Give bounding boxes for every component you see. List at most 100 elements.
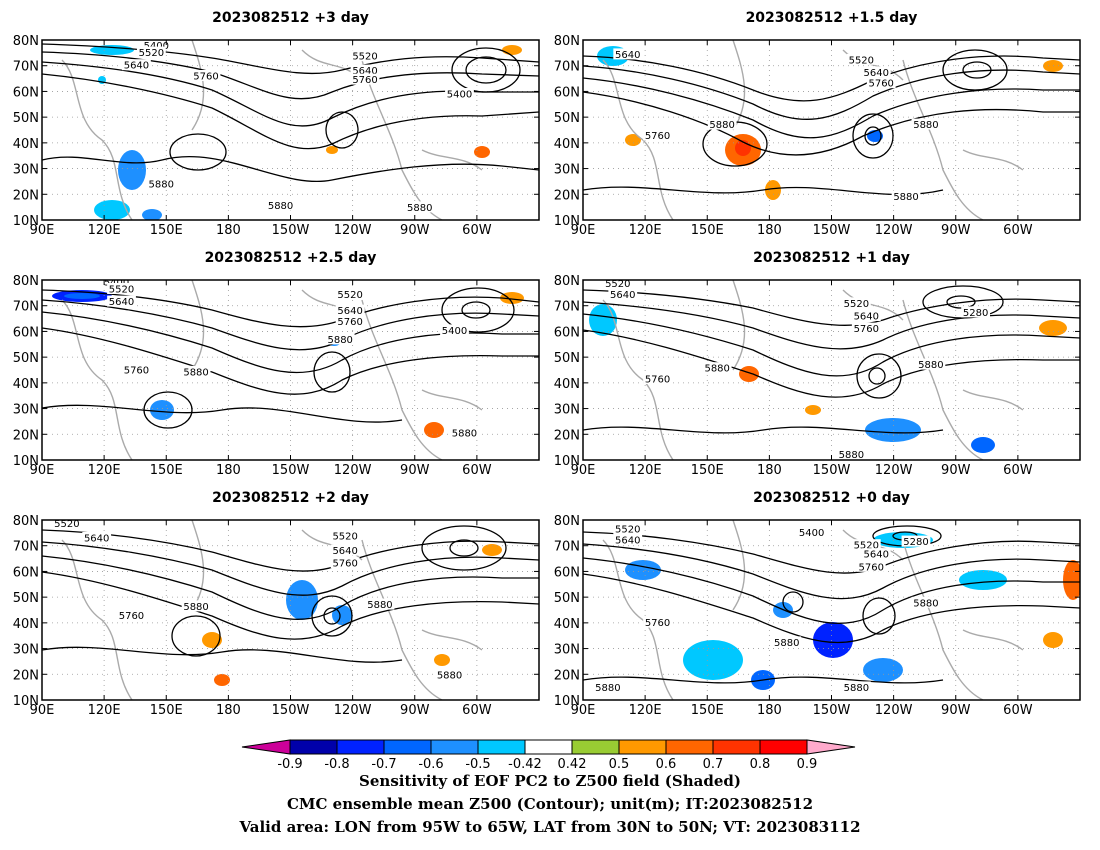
contour-label-bg [330, 557, 360, 569]
contour-label-bg [450, 427, 479, 438]
lat-label: 80N [13, 514, 39, 529]
lat-label: 10N [13, 214, 39, 229]
contour-label: 5640 [864, 68, 889, 79]
panel-title: 2023082512 +3 day [212, 10, 369, 26]
lon-label: 120E [88, 463, 121, 478]
lon-label: 90E [571, 223, 596, 238]
z500-contour [323, 607, 341, 625]
contour-label: 5760 [868, 79, 893, 90]
coastline [962, 389, 1024, 411]
lat-label: 40N [13, 377, 39, 392]
z500-contour [856, 353, 902, 399]
contour-label-bg [841, 297, 871, 309]
colorbar-label: -0.9 [277, 757, 302, 772]
lat-label: 80N [554, 274, 580, 289]
lat-label: 30N [13, 163, 39, 178]
contour-label-bg [916, 358, 946, 370]
contour-label-bg [861, 548, 891, 560]
contour-label-bg [266, 199, 295, 211]
colorbar-swatch [289, 739, 338, 755]
colorbar-swatch [383, 739, 432, 755]
coastline [962, 629, 1024, 651]
contour-label-bg [613, 48, 643, 60]
z500-contour [42, 61, 539, 127]
z500-contour [583, 426, 944, 434]
lat-label: 50N [13, 591, 39, 606]
contour-label-bg [608, 288, 638, 300]
lat-label: 10N [554, 214, 580, 229]
colorbar-swatch [477, 739, 526, 755]
lat-label: 50N [554, 351, 580, 366]
lat-label: 40N [554, 617, 580, 632]
lon-label: 90W [941, 703, 971, 718]
z500-contour [852, 113, 894, 159]
lat-label: 50N [554, 111, 580, 126]
sensitivity-shading [739, 366, 759, 382]
z500-contour [42, 51, 539, 100]
contour-label-bg [851, 310, 881, 321]
z500-contour [872, 525, 942, 547]
colorbar-left-triangle [241, 739, 291, 755]
sensitivity-shading [326, 146, 338, 154]
map-panel: 2023082512 +3 day54005520564057605520564… [13, 10, 540, 238]
lon-label: 60W [1003, 223, 1033, 238]
contour-label: 5400 [442, 326, 467, 337]
sensitivity-shading [1063, 560, 1080, 600]
z500-contour [583, 313, 1080, 377]
z500-contour [583, 676, 944, 684]
contour-label: 5760 [645, 131, 670, 142]
lon-label: 180 [216, 463, 241, 478]
lon-label: 150E [150, 223, 183, 238]
sensitivity-shading [150, 400, 174, 420]
colorbar-label: -0.8 [324, 757, 349, 772]
contour-label: 5400 [447, 90, 472, 101]
sensitivity-shading [589, 304, 617, 336]
lat-label: 40N [13, 617, 39, 632]
sensitivity-shading [971, 437, 995, 453]
lat-label: 70N [13, 60, 39, 75]
sensitivity-shading [202, 632, 222, 648]
lat-label: 60N [13, 85, 39, 100]
z500-contour [169, 133, 227, 171]
lat-label: 30N [13, 643, 39, 658]
contour-label-bg [440, 324, 469, 336]
colorbar-label: 0.9 [797, 757, 818, 772]
lat-label: 10N [554, 694, 580, 709]
contour-label-bg [122, 59, 151, 71]
lon-label: 150W [272, 223, 310, 238]
panel-plot-area: 5400552056405760552056405760540058805880… [42, 40, 539, 220]
contour-label: 5880 [407, 203, 432, 214]
sensitivity-shading [765, 180, 781, 200]
contour-label: 5880 [183, 367, 208, 378]
sensitivity-shading [118, 150, 146, 190]
lat-label: 80N [554, 34, 580, 49]
z500-contour [583, 573, 1080, 644]
contour-label-bg [856, 560, 886, 572]
contour-label-bg [603, 280, 633, 289]
lon-label: 150W [272, 703, 310, 718]
caption-shading: Sensitivity of EOF PC2 to Z500 field (Sh… [359, 772, 741, 790]
contour-label: 5880 [913, 598, 938, 609]
lon-label: 180 [216, 223, 241, 238]
contour-label-bg [365, 598, 395, 610]
lat-label: 30N [13, 403, 39, 418]
lat-label: 10N [13, 694, 39, 709]
contour-label-bg [405, 201, 435, 213]
lat-label: 80N [13, 274, 39, 289]
colorbar-swatch [759, 739, 808, 755]
z500-contour [42, 404, 403, 423]
contour-label-bg [593, 681, 623, 693]
contour-label: 5520 [337, 290, 362, 301]
lat-label: 20N [554, 668, 580, 683]
z500-contour [42, 311, 539, 374]
contour-label: 5880 [893, 192, 918, 203]
contour-label-bg [181, 365, 211, 377]
contour-label: 5880 [913, 120, 938, 131]
lon-label: 150E [691, 463, 724, 478]
contour-label-bg [846, 53, 876, 65]
contour-label-bg [841, 681, 871, 693]
coastline [421, 149, 483, 171]
colorbar-swatch [430, 739, 479, 755]
sensitivity-shading [502, 45, 522, 55]
